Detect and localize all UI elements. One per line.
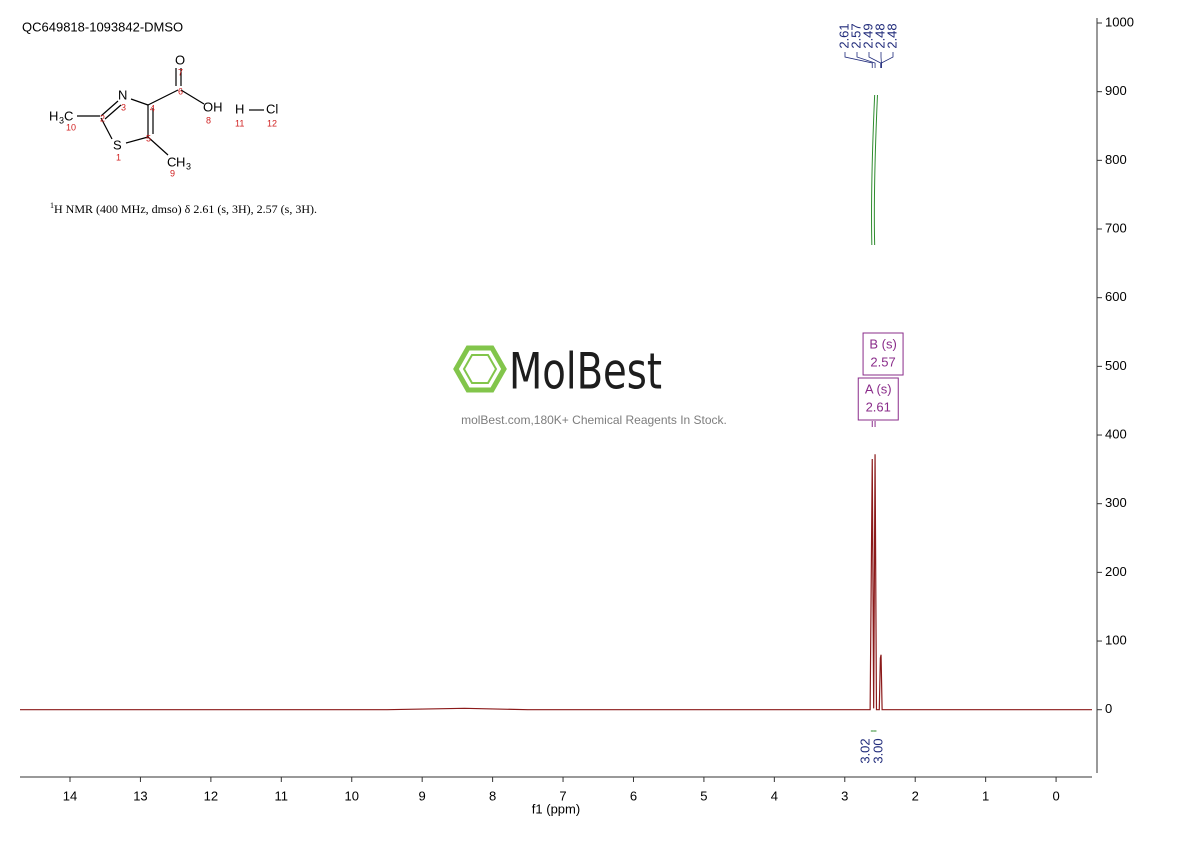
y-tick-label: 900 [1105,83,1127,98]
atom-number: 3 [121,102,126,112]
atom: H [235,101,244,116]
y-tick-label: 600 [1105,289,1127,304]
multiplet-shift: 2.61 [866,399,891,414]
peak-connector [881,52,894,68]
x-tick-label: 12 [204,788,218,803]
bond [130,98,149,106]
y-tick-label: 700 [1105,220,1127,235]
integral-curve [871,94,876,246]
atom-number: 4 [150,103,155,113]
watermark: MolBest molBest.com,180K+ Chemical Reage… [453,343,727,427]
x-tick-label: 10 [345,788,359,803]
x-tick-label: 14 [63,788,77,803]
atom: 3 [186,161,191,171]
bond [147,89,179,106]
bond [104,104,122,120]
atom-number: 11 [235,118,244,128]
atom-number: 9 [170,168,175,178]
atom-number: 7 [178,67,183,77]
x-tick-label: 9 [419,788,426,803]
y-tick-label: 1000 [1105,14,1134,29]
nmr-sup: 1 [50,201,54,210]
integral-label: 3.02 [857,738,872,763]
atom: H [49,108,58,123]
nmr-text: 1H NMR (400 MHz, dmso) δ 2.61 (s, 3H), 2… [50,201,317,216]
logo [453,345,507,393]
atom-number: 2 [100,113,105,123]
spectrum [20,454,1092,711]
atom-number: 5 [146,133,151,143]
peak-connector [868,52,882,68]
atom: H [176,154,185,169]
atom: N [118,87,127,102]
multiplet-label: A (s) [865,381,892,396]
atom-number: 12 [267,118,277,128]
atom-number: 1 [116,152,121,162]
x-tick-label: 1 [982,788,989,803]
x-tick-label: 13 [133,788,147,803]
structure: O OH N S Cl H H 3 C C H 3 7 6 8 3 4 2 10… [49,52,278,178]
y-tick-label: 200 [1105,564,1127,579]
integral-curve [873,94,878,246]
atom: C [64,108,73,123]
y-tick-label: 800 [1105,152,1127,167]
x-axis-label: f1 (ppm) [532,801,580,816]
atom-number: 10 [66,122,76,132]
x-tick-label: 2 [912,788,919,803]
atom-number: 6 [178,86,183,96]
bond [100,100,119,117]
x-tick-label: 4 [771,788,778,803]
peak-label: 2.49 [860,23,875,48]
atom: C [167,154,176,169]
multiplet-box [862,332,904,376]
multiplet-shift: 2.57 [870,354,895,369]
x-tick-label: 6 [630,788,637,803]
y-tick-label: 100 [1105,632,1127,647]
y-tick-label: 0 [1105,701,1112,716]
brand: MolBest [509,343,662,401]
x-tick-label: 11 [275,788,289,803]
y-tick-label: 300 [1105,495,1127,510]
peak-label: 2.61 [836,23,851,48]
bond [125,136,149,144]
nmr-line: H NMR (400 MHz, dmso) δ 2.61 (s, 3H), 2.… [54,202,317,216]
x-tick-label: 5 [700,788,707,803]
atom: S [113,137,122,152]
atom: O [175,52,185,67]
bond [180,89,205,105]
multiplet-box [857,377,899,421]
x-tick-label: 0 [1052,788,1059,803]
x-tick-label: 8 [489,788,496,803]
peak-connector [844,52,873,68]
x-tick-label: 7 [559,788,566,803]
chart-title: QC649818-1093842-DMSO [22,19,183,34]
integral-label: 3.00 [870,738,885,763]
bond [100,117,113,140]
x-tick-label: 3 [841,788,848,803]
atom-number: 8 [206,115,211,125]
bond [147,136,169,156]
peak-label: 2.57 [848,23,863,48]
peak-label: 2.48 [872,23,887,48]
peak-label: 2.48 [884,23,899,48]
tagline: molBest.com,180K+ Chemical Reagents In S… [461,413,727,427]
logo [462,354,498,384]
y-tick-label: 500 [1105,358,1127,373]
y-tick-label: 400 [1105,426,1127,441]
atom: Cl [266,101,278,116]
peak-connector [856,52,876,68]
multiplet-label: B (s) [869,336,896,351]
atom: OH [203,99,223,114]
atom: 3 [59,115,64,125]
